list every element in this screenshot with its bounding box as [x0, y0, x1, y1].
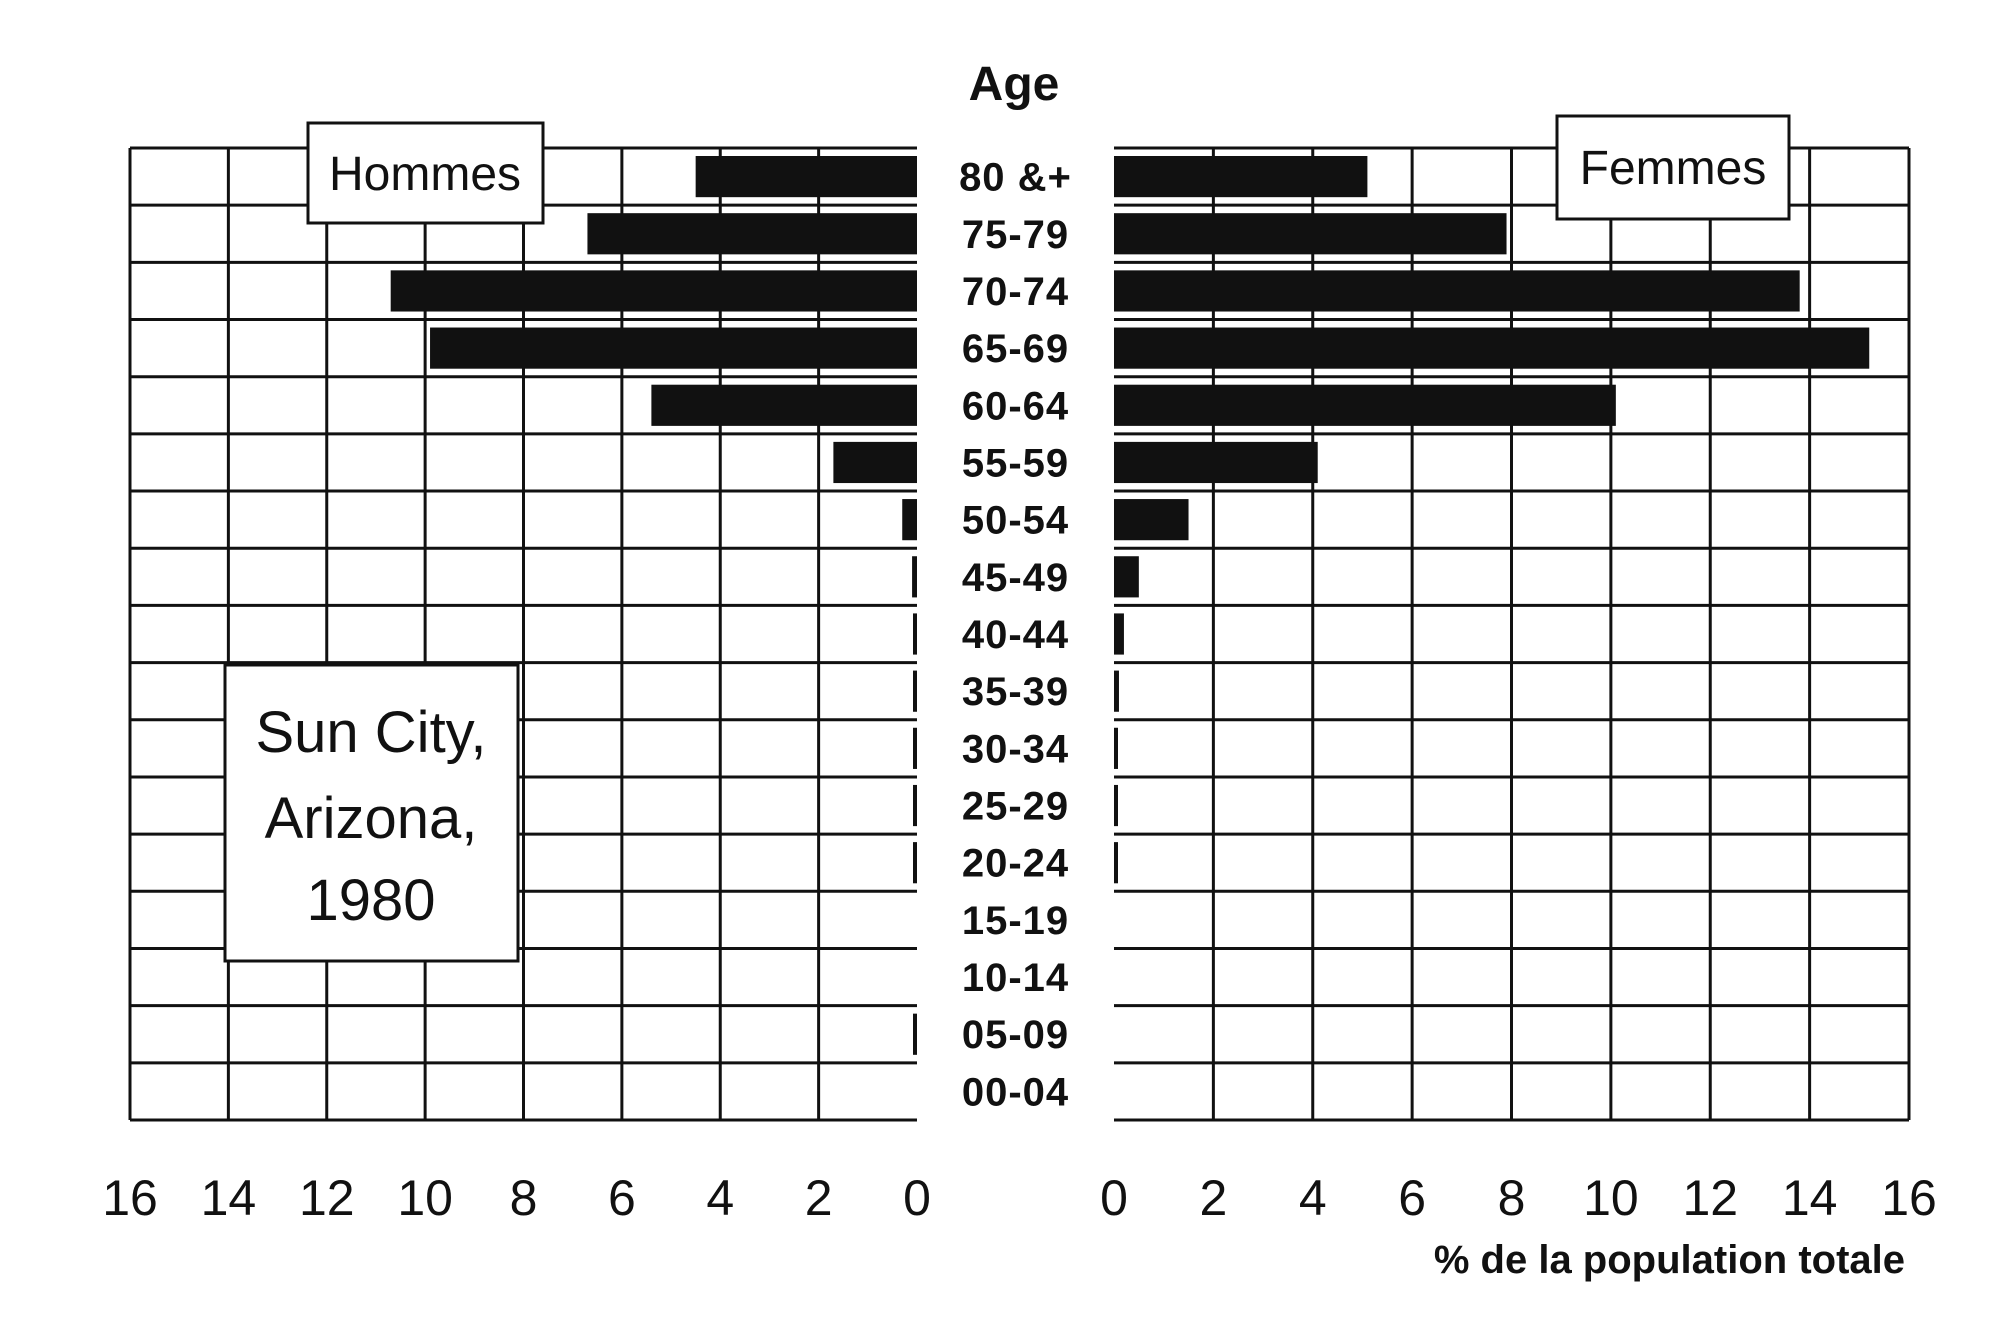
age-label-20-24: 20-24 — [962, 842, 1069, 886]
x-tick-right-16: 16 — [1881, 1170, 1937, 1226]
femmes-label: Femmes — [1580, 142, 1767, 195]
x-tick-right-12: 12 — [1682, 1170, 1738, 1226]
female-bars — [1114, 156, 1870, 884]
female-bar-60-64 — [1114, 384, 1616, 426]
male-bar-05-09 — [913, 1013, 917, 1055]
x-tick-right-8: 8 — [1498, 1170, 1526, 1226]
male-bar-70-74 — [390, 270, 918, 312]
x-tick-right-6: 6 — [1398, 1170, 1426, 1226]
female-bar-35-39 — [1114, 670, 1119, 712]
female-bar-50-54 — [1114, 499, 1189, 541]
x-tick-right-14: 14 — [1782, 1170, 1838, 1226]
femmes-label-box — [1555, 114, 1791, 221]
male-bar-60-64 — [651, 384, 917, 426]
age-label-05-09: 05-09 — [962, 1013, 1069, 1057]
female-bar-40-44 — [1114, 613, 1124, 655]
male-bar-35-39 — [913, 670, 917, 712]
x-tick-right-2: 2 — [1199, 1170, 1227, 1226]
male-bar-40-44 — [913, 613, 917, 655]
hommes-label-box — [306, 121, 545, 225]
place-label-line-2: Arizona, — [265, 786, 478, 851]
x-tick-right-4: 4 — [1299, 1170, 1327, 1226]
age-label-80 &+: 80 &+ — [959, 156, 1072, 200]
age-label-75-79: 75-79 — [962, 213, 1069, 257]
male-bar-45-49 — [912, 556, 917, 598]
x-tick-left-12: 12 — [299, 1170, 355, 1226]
female-bar-80 &+ — [1114, 156, 1368, 198]
place-label-line-1: Sun City, — [255, 700, 486, 765]
female-bar-55-59 — [1114, 441, 1318, 484]
female-bar-45-49 — [1114, 556, 1139, 598]
x-tick-left-6: 6 — [608, 1170, 636, 1226]
male-bar-50-54 — [902, 499, 917, 541]
age-label-10-14: 10-14 — [962, 956, 1069, 1000]
age-label-15-19: 15-19 — [962, 899, 1069, 943]
male-bar-20-24 — [913, 842, 917, 884]
x-tick-left-10: 10 — [397, 1170, 453, 1226]
age-label-65-69: 65-69 — [962, 327, 1069, 371]
right-grid — [1114, 146, 1911, 1122]
female-bar-30-34 — [1114, 727, 1118, 769]
age-label-35-39: 35-39 — [962, 670, 1069, 714]
male-bar-55-59 — [833, 441, 917, 484]
age-label-00-04: 00-04 — [962, 1070, 1069, 1114]
age-label-70-74: 70-74 — [962, 270, 1069, 314]
female-bar-20-24 — [1114, 842, 1118, 884]
place-label-box — [223, 663, 520, 963]
female-bar-65-69 — [1114, 327, 1870, 369]
age-group-labels: 80 &+ 75-79 70-74 65-69 60-64 55-59 50-54 45-49… — [959, 156, 1072, 1115]
female-bar-25-29 — [1114, 784, 1118, 827]
age-label-30-34: 30-34 — [962, 727, 1069, 771]
x-tick-labels: 16 14 12 10 8 6 4 2 0 0 2 4 6 8 10 12 14 16 — [102, 1170, 1937, 1226]
x-tick-left-4: 4 — [706, 1170, 734, 1226]
place-label-line-3: 1980 — [306, 868, 435, 933]
age-label-45-49: 45-49 — [962, 556, 1069, 600]
male-bar-75-79 — [587, 213, 917, 255]
male-bars — [390, 156, 918, 1055]
age-label-40-44: 40-44 — [962, 613, 1069, 657]
x-tick-left-16: 16 — [102, 1170, 158, 1226]
x-tick-left-8: 8 — [510, 1170, 538, 1226]
x-tick-left-2: 2 — [805, 1170, 833, 1226]
male-bar-80 &+ — [695, 156, 917, 198]
x-tick-left-14: 14 — [201, 1170, 257, 1226]
hommes-label: Hommes — [329, 148, 521, 201]
x-tick-right-0: 0 — [1100, 1170, 1128, 1226]
x-tick-right-10: 10 — [1583, 1170, 1639, 1226]
male-bar-30-34 — [913, 727, 917, 769]
female-bar-70-74 — [1114, 270, 1800, 312]
age-label-55-59: 55-59 — [962, 441, 1069, 485]
age-label-25-29: 25-29 — [962, 785, 1069, 829]
age-label-60-64: 60-64 — [962, 384, 1069, 428]
x-axis-label: % de la population totale — [1434, 1238, 1905, 1282]
female-bar-75-79 — [1114, 213, 1507, 255]
x-tick-left-0: 0 — [903, 1170, 931, 1226]
male-bar-65-69 — [430, 327, 917, 369]
male-bar-25-29 — [913, 784, 917, 827]
chart-title: Age — [969, 58, 1060, 111]
age-label-50-54: 50-54 — [962, 499, 1069, 543]
